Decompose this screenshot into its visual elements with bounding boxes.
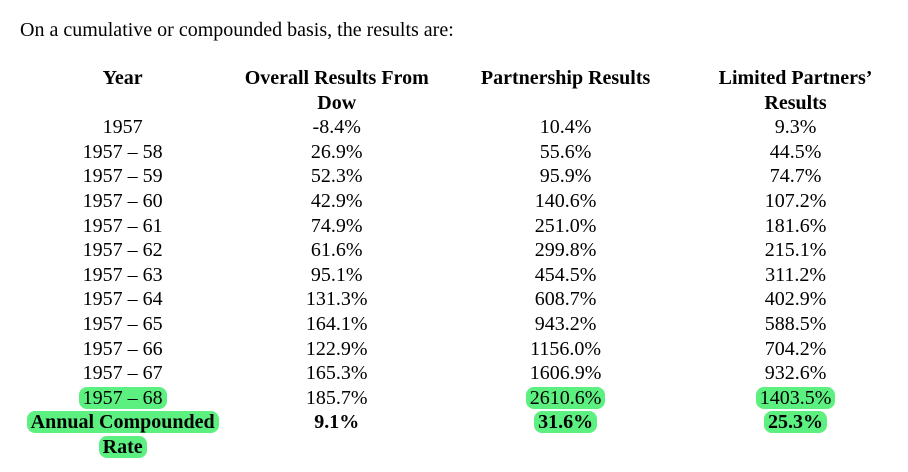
year-cell: 1957 – 60 [82, 189, 163, 212]
header-row-2: Dow Results [20, 91, 908, 116]
limited-partners-cell: 215.1% [764, 239, 827, 262]
table-row: 1957 – 58 26.9% 55.6% 44.5% [20, 140, 908, 165]
table-row: 1957 – 68 185.7% 2610.6% 1403.5% [20, 386, 908, 411]
annual-partnership-cell: 31.6% [448, 410, 683, 435]
dow-cell: 61.6% [310, 239, 363, 262]
table-row: 1957 – 64 131.3% 608.7% 402.9% [20, 287, 908, 312]
dow-cell: 165.3% [305, 362, 368, 385]
partnership-cell: 2610.6% [448, 386, 683, 411]
header-partnership-line2 [448, 91, 683, 116]
limited-partners-cell: 44.5% [769, 140, 822, 163]
table-row: 1957 – 59 52.3% 95.9% 74.7% [20, 164, 908, 189]
year-cell: 1957 – 64 [82, 288, 163, 311]
limited-partners-cell: 932.6% [764, 362, 827, 385]
table-row: 1957 – 66 122.9% 1156.0% 704.2% [20, 337, 908, 362]
table-row: 1957 – 60 42.9% 140.6% 107.2% [20, 189, 908, 214]
limited-partners-cell: 181.6% [764, 214, 827, 237]
year-cell: 1957 – 63 [82, 263, 163, 286]
dow-cell: 164.1% [305, 312, 368, 335]
table-row: 1957 – 65 164.1% 943.2% 588.5% [20, 312, 908, 337]
table-row: 1957 – 62 61.6% 299.8% 215.1% [20, 238, 908, 263]
partnership-cell: 608.7% [534, 288, 597, 311]
dow-cell: 42.9% [310, 189, 363, 212]
year-cell: 1957 – 66 [82, 337, 163, 360]
partnership-cell: 140.6% [534, 189, 597, 212]
cumulative-results-table: Year Overall Results From Partnership Re… [20, 66, 908, 460]
year-cell: 1957 – 65 [82, 312, 163, 335]
partnership-cell: 10.4% [539, 116, 592, 139]
annual-limited: 25.3% [764, 411, 828, 434]
dow-cell: 131.3% [305, 288, 368, 311]
dow-cell: 74.9% [310, 214, 363, 237]
limited-partners-cell: 588.5% [764, 312, 827, 335]
partnership-highlighted-value: 2610.6% [525, 386, 606, 409]
year-cell: 1957 – 58 [82, 140, 163, 163]
annual-partnership: 31.6% [534, 411, 598, 434]
annual-label-line2: Rate [98, 435, 147, 458]
table-row: 1957 -8.4% 10.4% 9.3% [20, 115, 908, 140]
year-cell: 1957 – 61 [82, 214, 163, 237]
header-year: Year [102, 67, 143, 89]
header-dow: Overall Results From [244, 67, 429, 89]
annual-label-line2-cell: Rate [20, 435, 225, 460]
header-partnership: Partnership Results [480, 67, 651, 89]
year-highlighted-value: 1957 – 68 [78, 386, 167, 409]
partnership-cell: 299.8% [534, 239, 597, 262]
limited-partners-cell: 1403.5% [683, 386, 908, 411]
dow-cell: 95.1% [310, 263, 363, 286]
header-dow-line2: Dow [317, 91, 357, 114]
limited-partners-cell: 74.7% [769, 165, 822, 188]
header-limited-partners: Limited Partners’ [718, 67, 873, 89]
table-row: 1957 – 63 95.1% 454.5% 311.2% [20, 263, 908, 288]
annual-dow: 9.1% [314, 411, 360, 434]
dow-cell: 26.9% [310, 140, 363, 163]
table-row: 1957 – 61 74.9% 251.0% 181.6% [20, 214, 908, 239]
annual-compounded-row: Annual Compounded 9.1% 31.6% 25.3% [20, 410, 908, 435]
limited-partners-cell: 9.3% [774, 116, 817, 139]
partnership-cell: 1156.0% [530, 337, 602, 360]
dow-cell: 185.7% [305, 386, 368, 409]
year-cell: 1957 – 59 [82, 165, 163, 188]
limited-partners-cell: 311.2% [765, 263, 826, 286]
year-cell: 1957 – 62 [82, 239, 163, 262]
year-cell: 1957 [102, 116, 143, 139]
header-year-line2 [20, 91, 225, 116]
year-cell: 1957 – 67 [82, 362, 163, 385]
partnership-cell: 95.9% [539, 165, 592, 188]
dow-cell: 52.3% [310, 165, 363, 188]
partnership-cell: 1606.9% [529, 362, 602, 385]
limited-partners-cell: 402.9% [764, 288, 827, 311]
partnership-cell: 943.2% [534, 312, 597, 335]
limited-partners-highlighted-value: 1403.5% [755, 386, 836, 409]
annual-label: Annual Compounded [26, 411, 219, 434]
header-row-1: Year Overall Results From Partnership Re… [20, 66, 908, 91]
annual-label-cell: Annual Compounded [20, 410, 225, 435]
limited-partners-cell: 107.2% [764, 189, 827, 212]
partnership-cell: 454.5% [534, 263, 597, 286]
annual-limited-cell: 25.3% [683, 410, 908, 435]
table-row: 1957 – 67 165.3% 1606.9% 932.6% [20, 361, 908, 386]
dow-cell: -8.4% [312, 116, 361, 139]
annual-compounded-row-2: Rate [20, 435, 908, 460]
limited-partners-cell: 704.2% [764, 337, 827, 360]
partnership-cell: 55.6% [539, 140, 592, 163]
partnership-cell: 251.0% [534, 214, 597, 237]
year-cell: 1957 – 68 [20, 386, 225, 411]
intro-text: On a cumulative or compounded basis, the… [20, 19, 454, 41]
dow-cell: 122.9% [305, 337, 368, 360]
header-limited-partners-line2: Results [764, 91, 827, 114]
